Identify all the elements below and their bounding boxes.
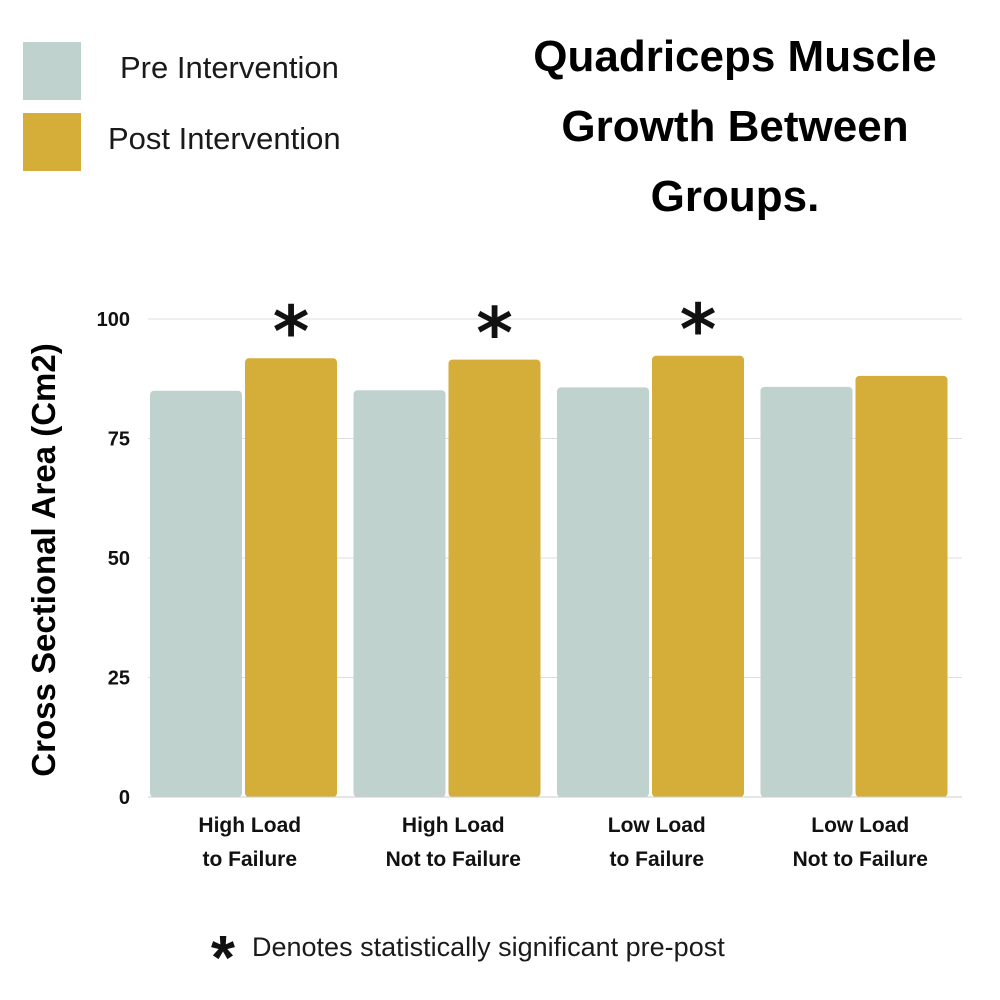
bar-chart: 0 25 50 75 100 * High Load to Failure * High Load… <box>25 289 962 871</box>
significance-marker: * <box>680 289 717 371</box>
chart-title-line: Quadriceps Muscle <box>533 32 937 81</box>
bar-pre <box>353 390 446 797</box>
legend-label-post: Post Intervention <box>108 121 341 156</box>
y-axis-label: Cross Sectional Area (Cm2) <box>25 343 62 776</box>
significance-marker: * <box>476 293 513 375</box>
x-tick-label: High Load <box>198 814 301 837</box>
x-tick-label: Not to Failure <box>386 848 521 871</box>
footnote: * Denotes statistically significant pre-… <box>200 922 725 990</box>
bar-post <box>245 358 337 797</box>
bar-post <box>652 355 744 797</box>
y-tick-label: 75 <box>108 429 130 451</box>
x-tick-label: Low Load <box>811 814 909 837</box>
legend-swatch-post <box>23 113 81 171</box>
x-tick-label: High Load <box>402 814 505 837</box>
significance-star-icon: * <box>210 924 236 993</box>
chart-title-line: Growth Between <box>561 102 909 151</box>
bar-pre <box>557 387 649 797</box>
significance-marker: * <box>273 291 310 373</box>
x-tick-label: Low Load <box>608 814 706 837</box>
legend-swatch-pre <box>23 42 81 100</box>
chart-title-line: Groups. <box>650 172 820 221</box>
bar-pre <box>150 390 242 797</box>
y-tick-label: 0 <box>119 787 130 809</box>
footnote-text: Denotes statistically significant pre-po… <box>252 931 725 962</box>
y-tick-label: 25 <box>108 668 130 690</box>
bar-post <box>855 375 948 797</box>
bar-post <box>448 359 541 797</box>
x-tick-label: Not to Failure <box>793 848 928 871</box>
legend-label-pre: Pre Intervention <box>120 50 339 85</box>
x-tick-label: to Failure <box>609 848 704 871</box>
x-tick-label: to Failure <box>202 848 297 871</box>
y-tick-label: 100 <box>97 309 130 331</box>
chart-title: Quadriceps Muscle Growth Between Groups. <box>470 22 1000 232</box>
bar-pre <box>760 386 853 797</box>
y-tick-label: 50 <box>108 548 130 570</box>
